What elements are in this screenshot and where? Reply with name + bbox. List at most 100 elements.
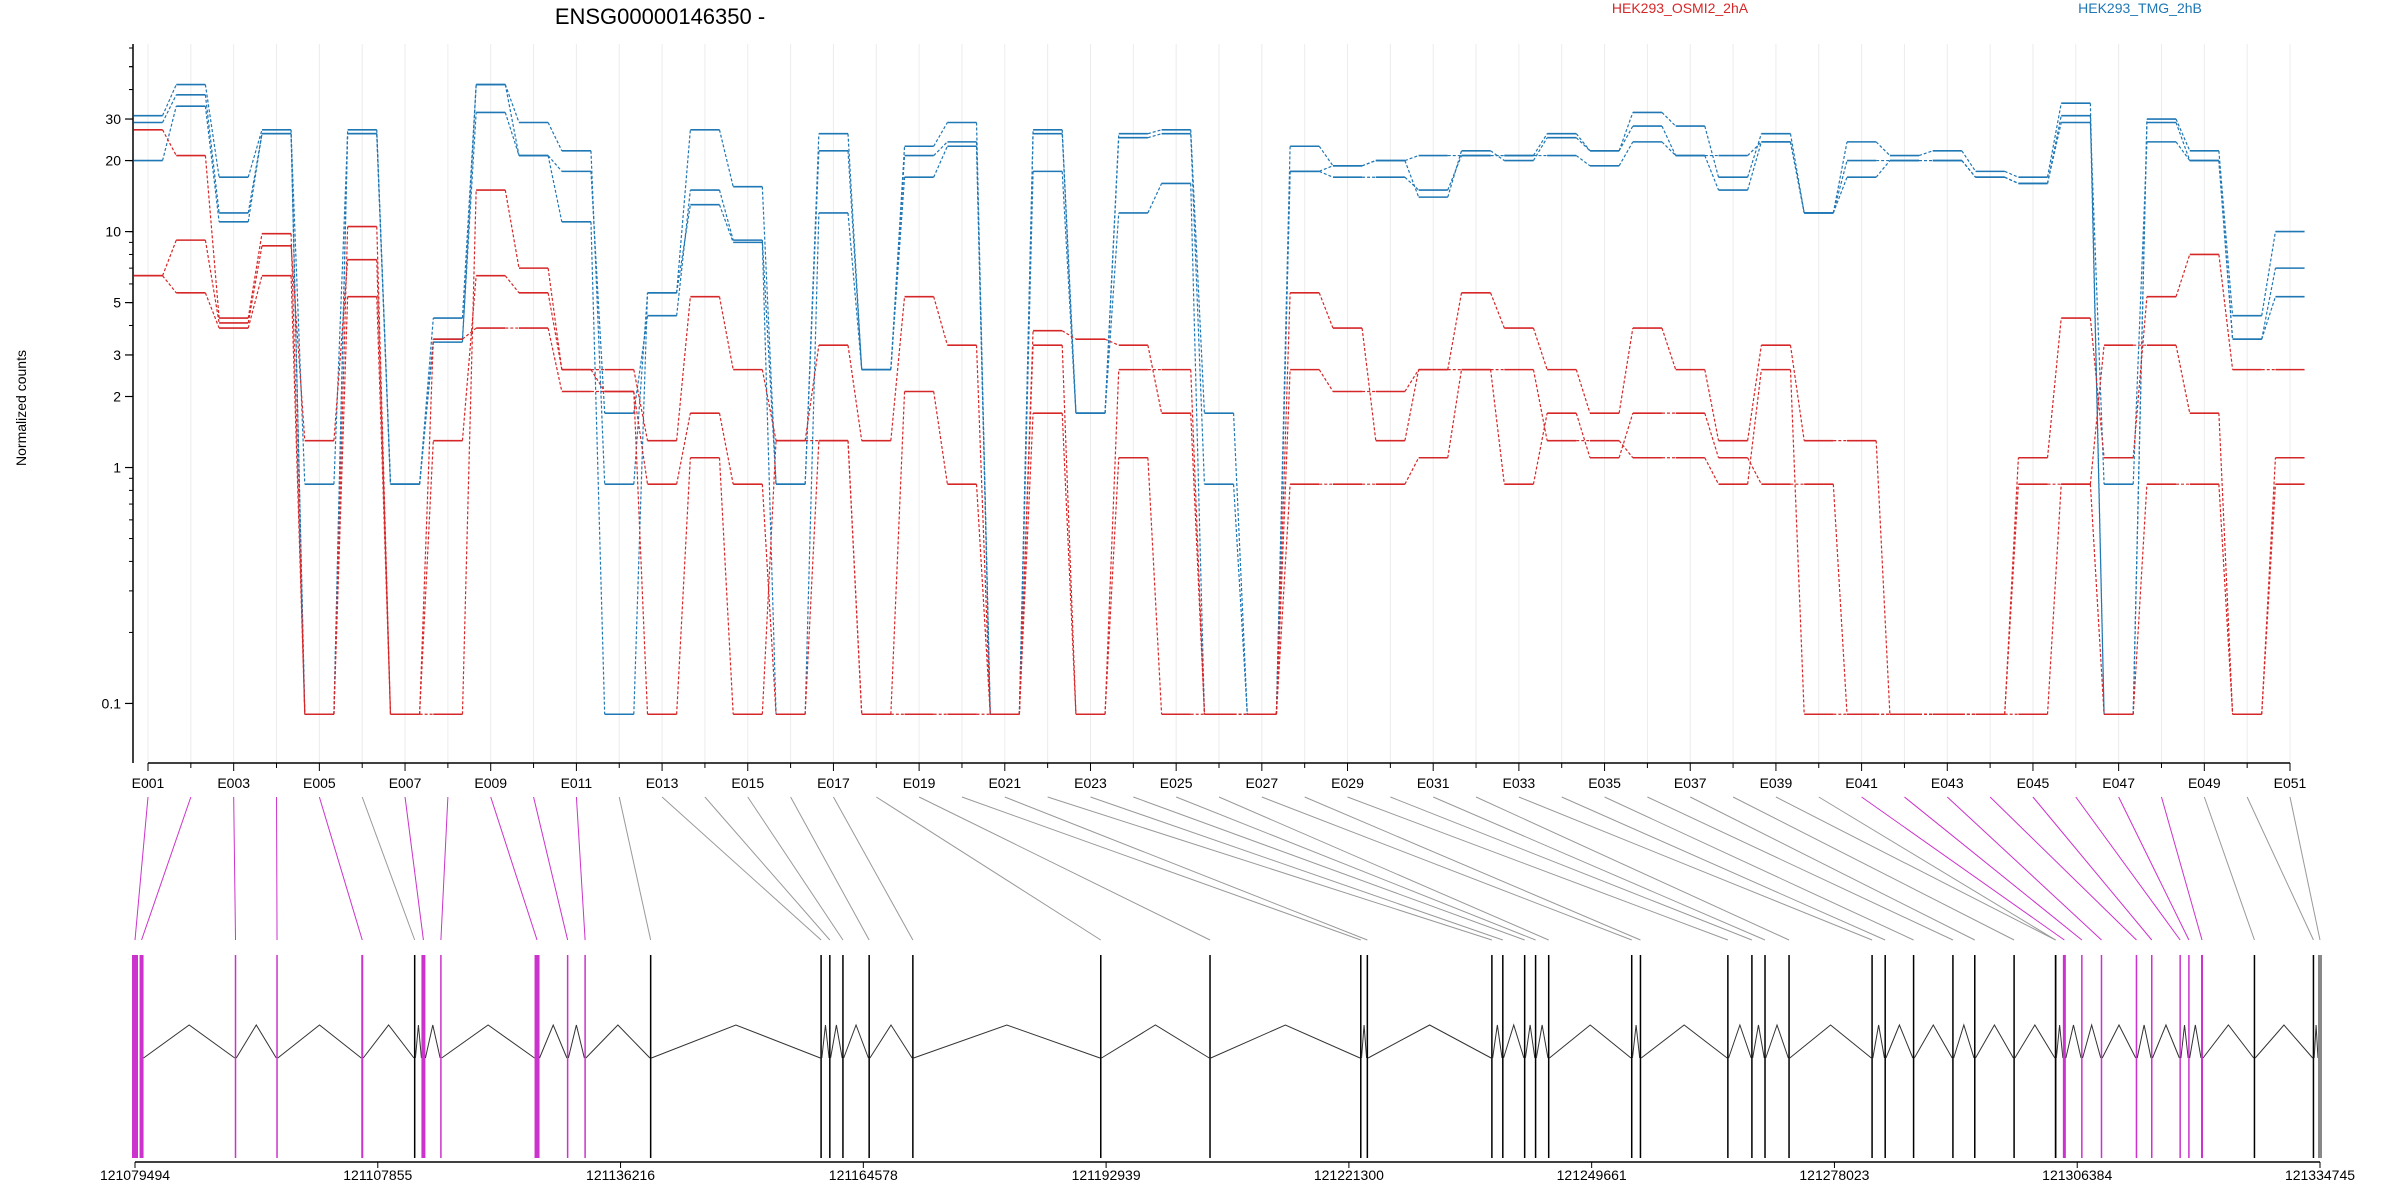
exon-e050 bbox=[2312, 955, 2315, 1158]
intron-e018 bbox=[1101, 1024, 1210, 1059]
connector-e003 bbox=[247, 245, 263, 324]
connector-e041 bbox=[1875, 440, 1891, 715]
connector-e001 bbox=[161, 106, 177, 161]
x-axis: E001 E003 E005 E007 E009 E011 E013 E015 E017 E019… bbox=[132, 762, 2307, 791]
connector-e022 bbox=[1061, 133, 1077, 414]
connector-e032 bbox=[1490, 292, 1505, 329]
connector-e036 bbox=[1661, 111, 1677, 127]
exon-link-e040 bbox=[1818, 796, 2056, 941]
connector-e016 bbox=[804, 212, 820, 715]
intron-e030 bbox=[1752, 1024, 1765, 1059]
intron-e020 bbox=[1361, 1024, 1368, 1059]
exon-link-e027 bbox=[1261, 796, 1632, 941]
connector-e048 bbox=[2175, 118, 2191, 152]
exon-link-e049 bbox=[2203, 796, 2255, 941]
connector-e033 bbox=[1532, 369, 1548, 441]
exon-link-e019 bbox=[918, 796, 1211, 941]
connector-e024 bbox=[1147, 133, 1162, 139]
connector-e020 bbox=[975, 484, 991, 715]
connector-e002 bbox=[204, 292, 220, 329]
connector-e037 bbox=[1704, 457, 1720, 485]
connector-e008 bbox=[461, 190, 477, 715]
x-tick-label-e031: E031 bbox=[1417, 775, 1450, 791]
connector-e040 bbox=[1832, 160, 1848, 214]
y-axis: 0.1 1 2 3 5 10 20 30 bbox=[102, 44, 134, 763]
genome-coordinate-label: 121334745 bbox=[2285, 1167, 2355, 1183]
connector-e020 bbox=[975, 345, 991, 715]
genome-coordinate-label: 121107855 bbox=[343, 1167, 412, 1183]
x-tick-label-e017: E017 bbox=[817, 775, 850, 791]
exon-e001 bbox=[132, 955, 138, 1158]
connector-e012 bbox=[633, 391, 649, 715]
intron-e013 bbox=[821, 1024, 830, 1059]
connector-e017 bbox=[847, 212, 863, 370]
connector-e033 bbox=[1532, 327, 1548, 370]
connector-e044 bbox=[2004, 170, 2019, 178]
genome-coordinate-label: 121278023 bbox=[1799, 1167, 1869, 1183]
intron-e023 bbox=[1503, 1023, 1525, 1059]
connector-e046 bbox=[2089, 122, 2105, 485]
connector-e023 bbox=[1104, 338, 1119, 346]
intron-e015 bbox=[843, 1023, 869, 1059]
intron-e022 bbox=[1492, 1024, 1503, 1059]
connector-e008 bbox=[461, 275, 477, 441]
connector-e010 bbox=[547, 268, 563, 370]
exon-e044 bbox=[2135, 955, 2138, 1158]
exon-link-e014 bbox=[704, 796, 831, 941]
connector-e004 bbox=[290, 275, 306, 715]
intron-e021 bbox=[1367, 1024, 1492, 1059]
x-tick-label-e037: E037 bbox=[1674, 775, 1707, 791]
exon-link-e028 bbox=[1304, 796, 1641, 941]
connector-e008 bbox=[462, 327, 477, 340]
x-tick-label-e021: E021 bbox=[988, 775, 1021, 791]
connector-e032 bbox=[1490, 369, 1505, 485]
connector-e005 bbox=[333, 259, 349, 441]
x-tick-label-e035: E035 bbox=[1588, 775, 1621, 791]
x-tick-label-e025: E025 bbox=[1160, 775, 1193, 791]
intron-e006 bbox=[414, 1024, 422, 1059]
connector-e045 bbox=[2046, 103, 2062, 178]
connector-e009 bbox=[504, 112, 520, 156]
intron-e042 bbox=[2082, 1023, 2102, 1059]
exon-link-e011 bbox=[575, 796, 586, 941]
exon-link-e002 bbox=[141, 796, 192, 941]
exon-link-e013 bbox=[661, 796, 822, 941]
intron-e026 bbox=[1549, 1024, 1632, 1059]
exon-e013 bbox=[820, 955, 822, 1158]
connector-e021 bbox=[1018, 171, 1034, 715]
x-tick-label-e041: E041 bbox=[1845, 775, 1878, 791]
connector-e040 bbox=[1832, 141, 1848, 214]
connector-e019 bbox=[933, 122, 948, 147]
connector-e009 bbox=[504, 275, 520, 294]
connector-e014 bbox=[718, 189, 734, 241]
connector-e049 bbox=[2218, 150, 2234, 316]
connector-e005 bbox=[333, 226, 349, 715]
connector-e008 bbox=[461, 84, 477, 343]
connector-e038 bbox=[1747, 457, 1762, 485]
connector-e027 bbox=[1275, 484, 1291, 715]
exon-link-e020 bbox=[961, 796, 1361, 941]
connector-e042 bbox=[1918, 150, 1933, 157]
connector-e035 bbox=[1618, 327, 1634, 414]
connector-e004 bbox=[290, 245, 306, 441]
connector-e016 bbox=[804, 345, 820, 441]
exon-link-e026 bbox=[1218, 796, 1549, 941]
legend-label-tmg: HEK293_TMG_2hB bbox=[2078, 0, 2202, 16]
connector-e014 bbox=[718, 413, 734, 485]
connector-e050 bbox=[2261, 268, 2277, 340]
connector-e034 bbox=[1575, 137, 1591, 152]
connector-e005 bbox=[333, 296, 349, 715]
connector-e027 bbox=[1275, 292, 1291, 715]
connector-e022 bbox=[1061, 330, 1077, 340]
connector-e015 bbox=[761, 440, 777, 715]
exon-e011 bbox=[584, 955, 586, 1158]
exon-e010 bbox=[566, 955, 569, 1158]
exon-e025 bbox=[1534, 955, 1537, 1158]
exon-link-e048 bbox=[2160, 796, 2203, 941]
x-tick-label-e043: E043 bbox=[1931, 775, 1964, 791]
exon-link-e031 bbox=[1433, 796, 1766, 941]
y-tick-label: 1 bbox=[113, 460, 121, 476]
connector-e033 bbox=[1532, 137, 1548, 161]
exon-link-e003 bbox=[233, 796, 237, 941]
exon-e041 bbox=[2062, 955, 2066, 1158]
